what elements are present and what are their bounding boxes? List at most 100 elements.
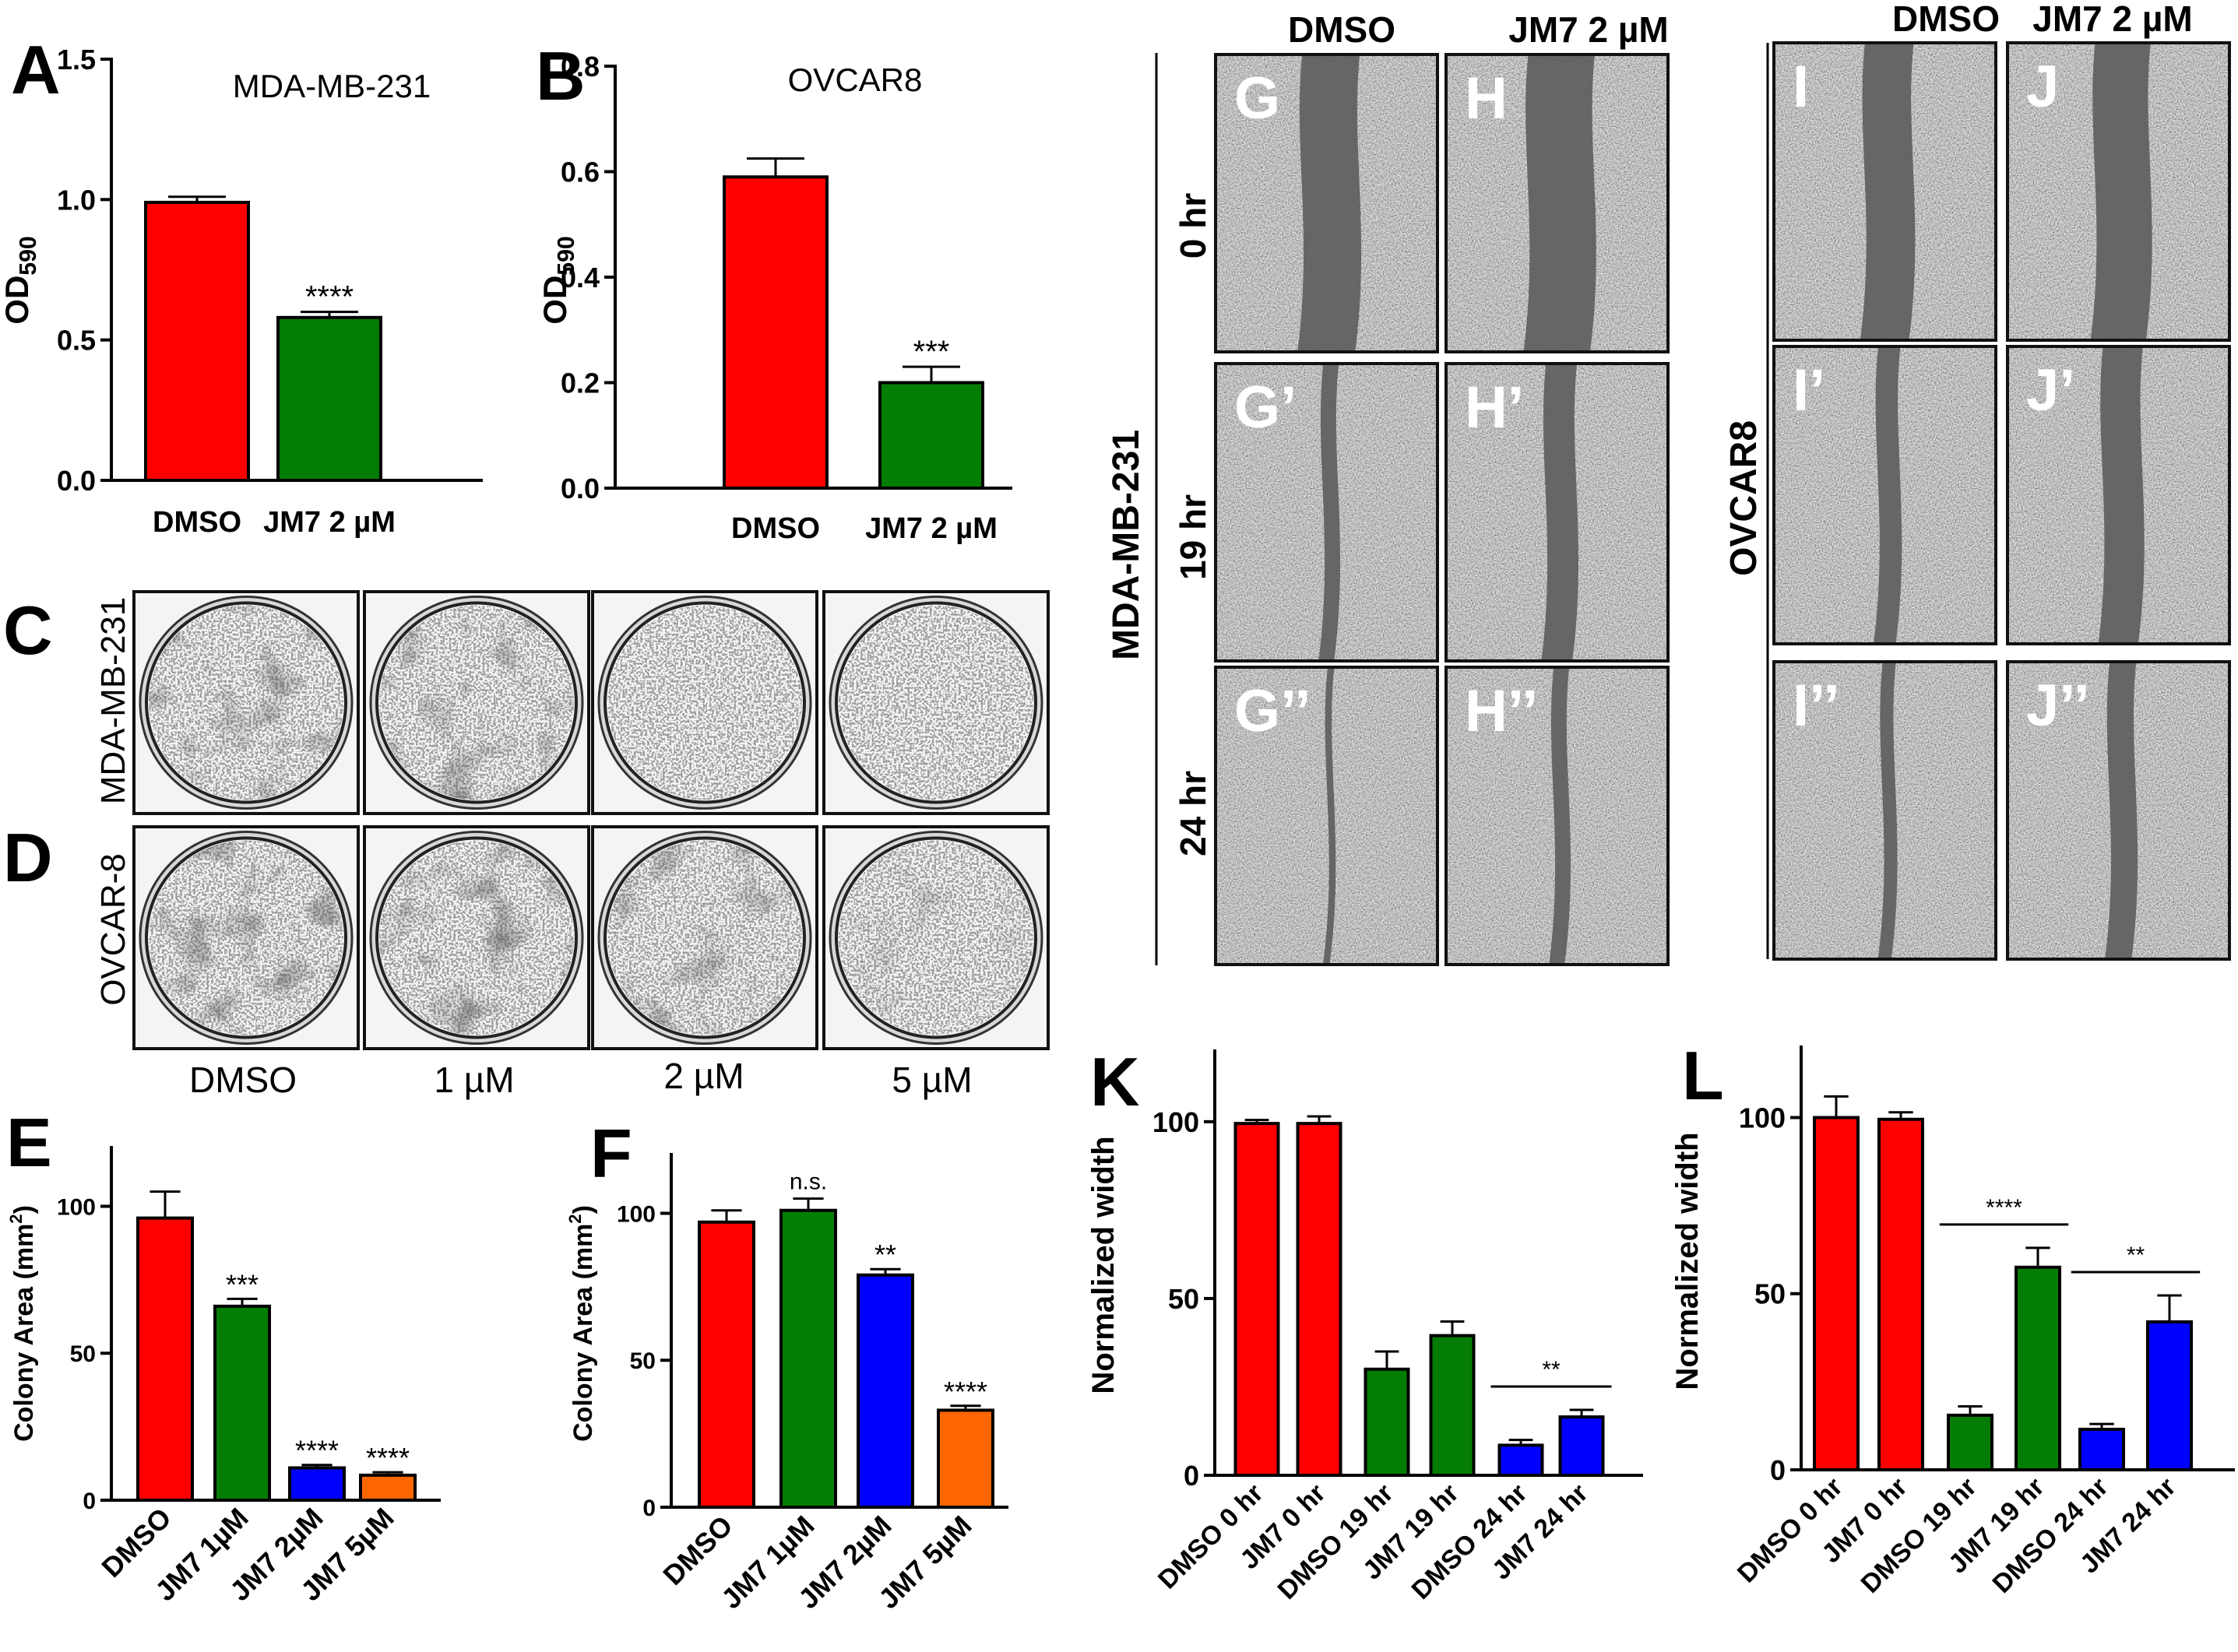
colony-speckle (379, 840, 574, 1035)
wound-mda-header-jm7: JM7 2 µM (1508, 9, 1668, 50)
panel-k-bar (1558, 1415, 1605, 1477)
wound-grid-ovcar: I J I’ J’ I’’ J’’ (1772, 41, 2231, 961)
wound-ovcar-header-jm7: JM7 2 µM (2032, 0, 2192, 39)
wound-mda-wound-gap (1523, 54, 1596, 352)
panel-b-y-tick-label: 0.4 (561, 262, 600, 293)
panel-k-bar (1233, 1122, 1280, 1477)
wound-ovcar-wound-gap (1860, 43, 1916, 340)
colony-speckle (839, 605, 1033, 800)
panel-l-x-tick-label: DMSO 0 hr (1732, 1472, 1849, 1589)
wound-mda-wound-gap (1322, 667, 1336, 965)
panel-l-y-axis-label-main: Normalized width (1670, 1132, 1705, 1390)
panel-b-title: OVCAR8 (788, 62, 923, 98)
panel-k-y-axis-label: Normalized width (1086, 1136, 1121, 1394)
panel-e-y-axis-label-end: ) (9, 1205, 39, 1214)
colony-col-label-dmso: DMSO (189, 1060, 297, 1100)
colony-col-label-5um: 5 µM (892, 1060, 972, 1100)
panel-e-bar (213, 1304, 271, 1502)
panel-l-y-axis-label: Normalized width (1670, 1132, 1705, 1390)
panel-k-bar (1364, 1367, 1410, 1477)
wound-ovcar-micrograph-border (1772, 41, 1997, 342)
panel-letter-b: B (536, 37, 586, 114)
panel-a-x-tick-label: DMSO (153, 506, 241, 539)
panel-e-bar (359, 1473, 417, 1502)
wound-ovcar-wound-gap (2090, 43, 2152, 340)
colony-col-label-1um: 1 µM (434, 1060, 514, 1100)
panel-l-bracket-label: **** (1986, 1195, 2022, 1221)
panel-l-y-tick-label: 0 (1770, 1454, 1786, 1486)
wound-ovcar-micrograph-border (1772, 345, 1997, 645)
panel-a-y-axis-label-sub: 590 (16, 236, 41, 275)
panel-f-y-tick-label: 0 (642, 1496, 656, 1521)
wound-mda-wound-gap (1318, 364, 1341, 661)
colony-col-label-2um: 2 µM (663, 1056, 744, 1096)
panel-a-y-axis-label: OD590 (0, 236, 41, 324)
panel-k-y-axis-label-main: Normalized width (1086, 1136, 1121, 1394)
panel-f-bar (698, 1220, 755, 1509)
wound-mda-micrograph-border (1444, 362, 1670, 663)
wound-mda-wound-gap (1297, 54, 1362, 352)
panel-letter-l: L (1682, 1037, 1724, 1114)
panel-letter-d: D (3, 819, 53, 896)
panel-a-y-tick-label: 0.0 (57, 465, 96, 497)
wound-mda-wound-gap (1549, 667, 1571, 965)
wound-grid-mda: G H G’ H’ G’’ H’’ (1214, 53, 1670, 966)
panel-l-bracket-label: ** (2127, 1243, 2145, 1268)
wound-mda-header-dmso: DMSO (1288, 9, 1395, 50)
panel-letter-c: C (3, 592, 53, 669)
wound-ovcar-cell-line-label: OVCAR8 (1723, 420, 1765, 576)
wound-ovcar-panel-label: I’’ (1793, 673, 1840, 739)
panel-f-significance-label: **** (944, 1376, 987, 1408)
panel-e-significance-label: **** (295, 1435, 339, 1467)
wound-mda-micrograph-border (1444, 53, 1670, 353)
wound-mda-micrograph-border (1214, 666, 1439, 966)
panel-b-y-tick-label: 0.6 (561, 156, 600, 188)
wound-ovcar-wound-gap (1873, 346, 1902, 644)
panel-b-x-tick-label: JM7 2 µM (865, 512, 998, 545)
panel-e-y-axis-label: Colony Area (mm2) (6, 1205, 39, 1442)
wound-ovcar-panel-label: J’’ (2026, 673, 2090, 739)
wound-ovcar-panel-label: I (1793, 54, 1809, 120)
panel-f-y-tick-label: 100 (617, 1201, 656, 1227)
chart-panel-b: 0.0 0.2 0.4 0.6 0.8 OD590 OVCAR8 *** DMSO JM7 2 µ… (537, 51, 1012, 545)
wound-row-label-19hr: 19 hr (1173, 494, 1213, 580)
panel-b-bar (878, 381, 984, 490)
panel-l-bar (2078, 1427, 2125, 1472)
panel-k-bracket-label: ** (1542, 1357, 1561, 1383)
panel-a-y-tick-label: 1.5 (57, 44, 96, 76)
wound-ovcar-panel-label: J’ (2026, 357, 2075, 424)
panel-f-y-tick-label: 50 (630, 1348, 656, 1374)
panel-a-x-tick-label: JM7 2 µM (263, 506, 396, 539)
panel-k-y-tick-label: 0 (1184, 1460, 1199, 1492)
panel-f-y-axis-label-main: Colony Area (mm (568, 1224, 598, 1442)
wound-mda-panel-label: G (1234, 65, 1280, 132)
panel-f-bar (937, 1408, 994, 1510)
wound-ovcar-wound-gap (2098, 346, 2145, 644)
wound-mda-cell-line-label: MDA-MB-231 (1106, 430, 1147, 660)
panel-a-bar (144, 200, 250, 482)
wound-mda-panel-label: H (1465, 65, 1508, 132)
wound-mda-micrograph-border (1444, 666, 1670, 966)
wound-ovcar-wound-gap (1877, 662, 1898, 959)
panel-a-y-tick-label: 1.0 (57, 184, 96, 216)
wound-row-label-0hr: 0 hr (1173, 193, 1213, 258)
panel-e-y-tick-label: 50 (70, 1341, 96, 1367)
panel-l-bar (1813, 1116, 1860, 1471)
panel-l-bar (2015, 1265, 2061, 1471)
panel-b-significance-label: *** (913, 335, 950, 369)
wound-ovcar-micrograph-border (2006, 345, 2231, 645)
panel-b-y-axis-label-main: OD (537, 276, 573, 325)
wound-mda-wound-gap (1541, 364, 1578, 661)
wound-mda-micrograph-border (1214, 53, 1439, 353)
panel-a-title: MDA-MB-231 (233, 68, 431, 104)
colony-speckle (839, 840, 1033, 1035)
wound-ovcar-panel-label: J (2026, 54, 2059, 120)
panel-b-y-tick-label: 0.8 (561, 51, 600, 83)
panel-letter-k: K (1090, 1043, 1140, 1120)
colony-speckle (607, 605, 802, 800)
